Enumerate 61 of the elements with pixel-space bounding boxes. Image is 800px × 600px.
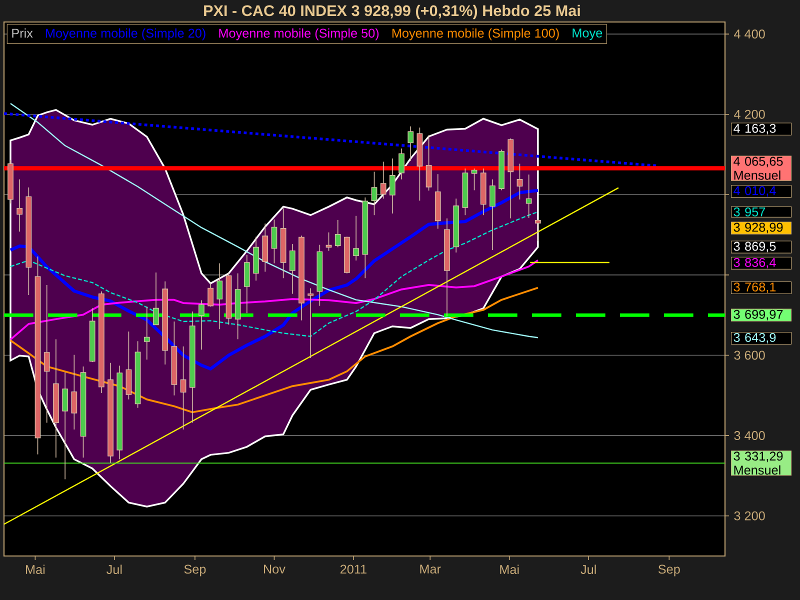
x-tick-label: Mai	[500, 564, 519, 574]
y-tick-label: 3 200	[734, 511, 765, 520]
text: 3 643,9	[734, 333, 776, 344]
x-tick-label: Jul	[580, 564, 596, 574]
candlestick	[271, 219, 278, 264]
text: 4 010,4	[734, 186, 776, 197]
candlestick	[208, 282, 214, 308]
candlestick	[153, 272, 159, 326]
candlestick	[198, 300, 204, 350]
candlestick	[371, 171, 378, 216]
text: 3 928,99	[734, 222, 783, 234]
candlestick	[380, 161, 386, 200]
candlestick	[526, 174, 532, 218]
text: 4 163,3	[734, 124, 776, 134]
x-tick-label: Sep	[658, 564, 680, 576]
x-tick-label: Sep	[184, 564, 206, 576]
candlestick	[16, 178, 23, 232]
candlestick	[216, 262, 223, 330]
candlestick	[426, 134, 432, 192]
chart-title: PXI - CAC 40 INDEX 3 928,99 (+0,31%) Hebdo 25 Mai	[204, 4, 580, 20]
line-series	[10, 259, 539, 341]
candlestick	[144, 306, 150, 360]
candlestick	[326, 232, 332, 252]
line-series	[10, 102, 539, 338]
candlestick	[289, 244, 296, 294]
x-tick-label: Nov	[264, 564, 286, 574]
candlestick	[334, 220, 341, 248]
candlestick	[71, 354, 78, 430]
candlestick	[308, 288, 314, 358]
text: Moye	[572, 28, 602, 40]
candlestick	[353, 216, 359, 261]
ref-line-label: 4 065,65 Mensuel	[734, 156, 783, 180]
text: Moyenne mobile (Simple 50)	[219, 28, 379, 40]
text: 3 869,5	[734, 242, 776, 252]
text: 3 768,1	[734, 282, 776, 293]
candlestick	[516, 163, 523, 200]
x-tick-label: Mai	[26, 564, 45, 574]
y-tick-label: 4 200	[734, 110, 765, 119]
x-tick-label: Mar	[420, 564, 441, 574]
text: 3 836,4	[734, 258, 776, 268]
text: 3 957	[734, 207, 766, 216]
x-tick-label: 2011	[340, 564, 366, 574]
candlestick	[44, 284, 50, 424]
candlestick	[408, 126, 414, 162]
candlestick	[180, 346, 186, 430]
line-series	[10, 211, 539, 337]
x-tick-label: Jul	[106, 564, 122, 574]
ref-line-label: 3 331,29 Mensuel	[734, 452, 783, 475]
ref-line-label: 3 699,97	[734, 310, 783, 320]
line-series	[10, 286, 539, 414]
candlestick	[62, 372, 68, 480]
candlestick	[534, 219, 541, 242]
y-tick-label: 4 400	[734, 30, 765, 39]
y-tick-label: 3 400	[734, 431, 765, 440]
candlestick	[390, 158, 396, 214]
y-tick-label: 3 600	[734, 350, 765, 360]
text: Prix	[12, 28, 33, 38]
text: Moyenne mobile (Simple 100)	[392, 28, 559, 40]
candlestick	[398, 148, 404, 180]
candlestick	[490, 178, 496, 250]
text: Moyenne mobile (Simple 20)	[46, 28, 206, 40]
